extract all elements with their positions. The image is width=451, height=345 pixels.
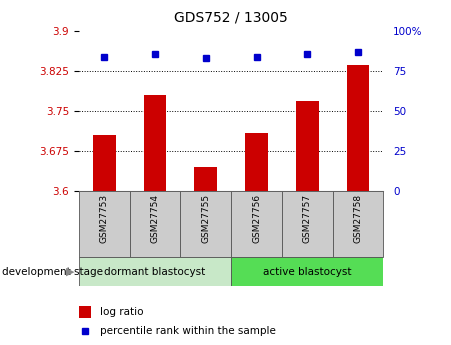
Text: GSM27756: GSM27756: [252, 194, 261, 243]
Bar: [245, 133, 268, 191]
Bar: [231, 191, 282, 257]
Bar: [180, 191, 231, 257]
Text: development stage: development stage: [2, 267, 103, 277]
Text: active blastocyst: active blastocyst: [263, 267, 351, 277]
Text: percentile rank within the sample: percentile rank within the sample: [100, 326, 276, 336]
Bar: [296, 101, 319, 191]
Text: GSM27758: GSM27758: [354, 194, 363, 243]
Text: GDS752 / 13005: GDS752 / 13005: [174, 10, 288, 24]
Bar: [194, 167, 217, 191]
Text: GSM27753: GSM27753: [100, 194, 109, 243]
Bar: [346, 65, 369, 191]
Bar: [79, 191, 129, 257]
Bar: [130, 191, 180, 257]
Bar: [93, 135, 116, 191]
Text: GSM27757: GSM27757: [303, 194, 312, 243]
Text: log ratio: log ratio: [100, 307, 144, 317]
Bar: [143, 95, 166, 191]
Text: ▶: ▶: [66, 267, 74, 277]
Bar: [231, 257, 383, 286]
Bar: [332, 191, 383, 257]
Bar: [79, 306, 91, 318]
Text: GSM27755: GSM27755: [201, 194, 210, 243]
Text: GSM27754: GSM27754: [151, 194, 160, 243]
Text: dormant blastocyst: dormant blastocyst: [104, 267, 206, 277]
Bar: [79, 257, 231, 286]
Bar: [282, 191, 333, 257]
